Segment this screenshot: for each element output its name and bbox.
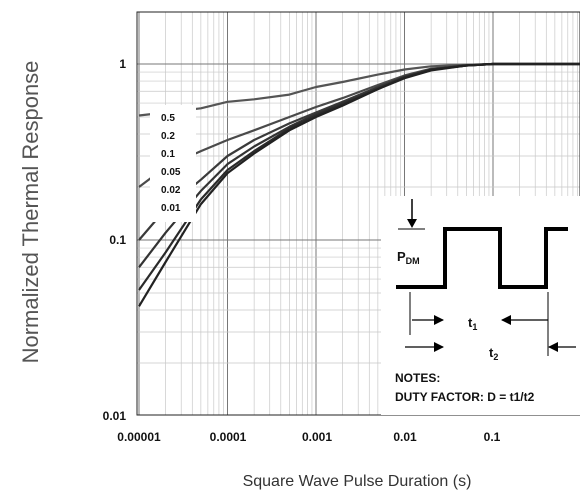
plot-frame bbox=[136, 11, 580, 416]
t1-label: t1 bbox=[468, 315, 477, 332]
x-tick-label-0.1: 0.1 bbox=[484, 430, 501, 444]
pdm-label: PDM bbox=[397, 249, 420, 266]
legend-label-0.02: 0.02 bbox=[161, 185, 181, 196]
curve-d-0.01 bbox=[138, 62, 580, 307]
x-tick-label-0.01: 0.01 bbox=[393, 430, 417, 444]
x-tick-label-0.001: 0.001 bbox=[302, 430, 332, 444]
y-tick-label-0.1: 0.1 bbox=[109, 233, 126, 247]
curve-group bbox=[138, 62, 580, 307]
t2-arrow-left-head bbox=[434, 342, 444, 352]
legend-box bbox=[150, 105, 196, 222]
legend-label-0.05: 0.05 bbox=[161, 167, 181, 178]
x-axis-label: Square Wave Pulse Duration (s) bbox=[243, 473, 472, 490]
x-tick-label-0.0001: 0.0001 bbox=[210, 430, 247, 444]
t1-arrow-left-head bbox=[434, 315, 444, 325]
curve-d-0.2 bbox=[138, 62, 580, 188]
square-wave bbox=[396, 227, 568, 289]
t2-label: t2 bbox=[489, 345, 498, 362]
t2-arrow-right-head bbox=[548, 342, 558, 352]
y-axis-label: Normalized Thermal Response bbox=[18, 61, 43, 364]
y-tick-label-1: 1 bbox=[119, 57, 126, 71]
legend-label-0.1: 0.1 bbox=[161, 149, 175, 160]
t1-arrow-right-head bbox=[501, 315, 511, 325]
notes-title: NOTES: bbox=[395, 371, 440, 385]
pdm-arrow-head bbox=[407, 219, 417, 228]
notes-duty-factor: DUTY FACTOR: D = t1/t2 bbox=[395, 390, 535, 404]
legend-label-0.2: 0.2 bbox=[161, 131, 175, 142]
x-tick-label-0.00001: 0.00001 bbox=[117, 430, 161, 444]
y-tick-label-0.01: 0.01 bbox=[103, 409, 127, 423]
legend-label-0.01: 0.01 bbox=[161, 203, 181, 214]
legend: 0.5 0.2 0.1 0.05 0.02 0.01 bbox=[150, 105, 196, 222]
pulse-diagram-inset: PDM t1 t2 NOTES: DUTY FACTOR: D = t1/t2 bbox=[381, 196, 580, 415]
legend-label-0.5: 0.5 bbox=[161, 113, 175, 124]
